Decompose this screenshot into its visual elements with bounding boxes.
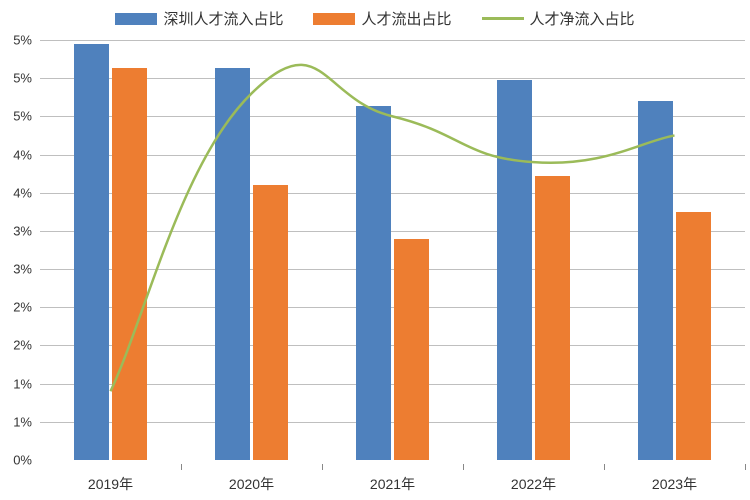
bar-swatch-icon	[115, 13, 157, 25]
x-tick-label: 2021年	[370, 474, 415, 494]
x-tick-label: 2022年	[511, 474, 556, 494]
y-tick-label: 5%	[13, 109, 32, 124]
bar	[112, 68, 148, 460]
bar	[638, 101, 674, 460]
y-tick-label: 2%	[13, 338, 32, 353]
y-tick-label: 3%	[13, 223, 32, 238]
y-tick-label: 1%	[13, 376, 32, 391]
x-tick-label: 2019年	[88, 474, 133, 494]
bar	[676, 212, 712, 460]
x-tick-icon	[745, 464, 746, 470]
plot-area	[40, 40, 745, 460]
x-tick-icon	[181, 464, 182, 470]
x-tick-label: 2020年	[229, 474, 274, 494]
bar	[215, 68, 251, 460]
legend-item: 深圳人才流入占比	[115, 8, 283, 29]
x-tick-icon	[322, 464, 323, 470]
bar	[497, 80, 533, 460]
bar-swatch-icon	[313, 13, 355, 25]
bar	[535, 176, 571, 460]
x-axis-labels: 2019年 2020年 2021年 2022年 2023年	[40, 464, 745, 494]
x-tick-icon	[463, 464, 464, 470]
y-axis-labels: 0%1%1%2%2%3%3%4%4%5%5%5%	[0, 40, 36, 460]
bar	[253, 185, 289, 460]
trend-line	[111, 65, 675, 391]
bar	[74, 44, 110, 460]
chart-container: 深圳人才流入占比 人才流出占比 人才净流入占比 0% 1% 1% 2% 2% 3% 3% 4% 4%…	[0, 0, 750, 500]
legend: 深圳人才流入占比 人才流出占比 人才净流入占比	[0, 8, 750, 29]
y-tick-label: 5%	[13, 33, 32, 48]
y-tick-label: 3%	[13, 262, 32, 277]
y-tick-label: 2%	[13, 300, 32, 315]
gridline	[40, 40, 745, 41]
x-tick-icon	[604, 464, 605, 470]
legend-label: 人才净流入占比	[530, 8, 635, 29]
legend-item: 人才净流入占比	[482, 8, 635, 29]
bar	[356, 106, 392, 460]
x-tick-label: 2023年	[652, 474, 697, 494]
legend-label: 人才流出占比	[361, 8, 451, 29]
legend-label: 深圳人才流入占比	[163, 8, 283, 29]
bar	[394, 239, 430, 460]
y-tick-label: 4%	[13, 147, 32, 162]
y-tick-label: 5%	[13, 71, 32, 86]
y-tick-label: 1%	[13, 414, 32, 429]
y-tick-label: 0%	[13, 453, 32, 468]
y-tick-label: 4%	[13, 185, 32, 200]
line-swatch-icon	[482, 17, 524, 20]
legend-item: 人才流出占比	[313, 8, 451, 29]
